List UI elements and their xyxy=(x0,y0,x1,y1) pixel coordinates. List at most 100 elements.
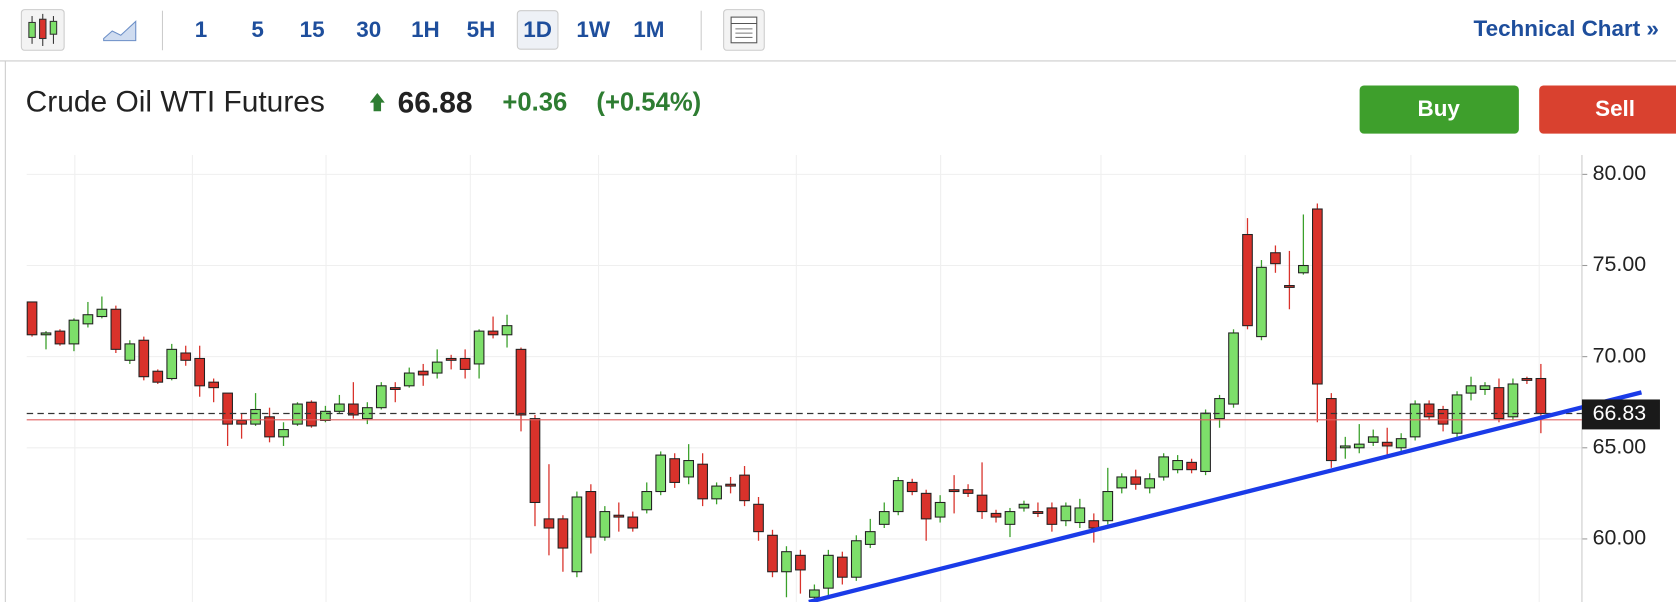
sell-label[interactable]: Sell xyxy=(1595,96,1635,121)
candle-body xyxy=(850,540,862,578)
candle-body xyxy=(1256,266,1267,338)
y-tick-label: 60.00 xyxy=(1593,526,1647,550)
candle-body xyxy=(725,483,736,487)
candle-body xyxy=(1032,511,1044,514)
candle-body xyxy=(1214,398,1225,420)
candle-body xyxy=(781,551,792,573)
candle-body xyxy=(278,429,289,438)
interval-selected[interactable] xyxy=(516,10,559,50)
candle-body xyxy=(864,531,876,545)
interval-group: 1 5 15 30 1H 5H 1D 1W 1M xyxy=(195,10,664,50)
candle-body xyxy=(1437,408,1449,425)
candle-body xyxy=(1046,507,1058,525)
candle-body xyxy=(1242,233,1253,327)
interval-button[interactable]: 1W xyxy=(576,17,610,42)
candle-icon[interactable] xyxy=(20,9,65,51)
candle-body xyxy=(948,489,960,493)
candle-body xyxy=(767,534,778,573)
candle-body xyxy=(1200,412,1211,473)
candle-body xyxy=(82,314,94,325)
candle-body xyxy=(1298,264,1309,274)
candle-body xyxy=(934,501,946,518)
buy-button[interactable] xyxy=(1359,85,1519,134)
candle-body xyxy=(445,357,457,361)
candle-body xyxy=(1339,445,1351,449)
trendline xyxy=(808,390,1642,602)
buy-label[interactable]: Buy xyxy=(1418,96,1461,121)
interval-button[interactable]: 15 xyxy=(300,17,325,42)
interval-button[interactable]: 5H xyxy=(467,17,496,42)
price: 66.88 xyxy=(398,87,473,120)
candle-body xyxy=(124,343,136,361)
interval-button[interactable]: 5 xyxy=(251,17,263,42)
technical-chart-link[interactable]: Technical Chart » xyxy=(1474,16,1659,41)
candle-body xyxy=(543,518,555,529)
interval-button[interactable]: 1H xyxy=(411,17,440,42)
candle-body xyxy=(1493,387,1505,420)
candle-body xyxy=(990,512,1002,518)
candle-body xyxy=(795,554,806,571)
candle-body xyxy=(906,481,918,493)
candle-body xyxy=(417,370,429,376)
candle-body xyxy=(208,381,219,389)
candle-body xyxy=(1312,208,1323,385)
candle-body xyxy=(557,518,569,549)
candle-body xyxy=(264,416,275,438)
candle-body xyxy=(236,419,247,425)
candle-body xyxy=(571,496,583,573)
candle-body xyxy=(1116,476,1128,489)
candle-body xyxy=(669,458,681,483)
candle-body xyxy=(529,418,541,504)
candle-body xyxy=(54,330,66,345)
candle-body xyxy=(1381,441,1393,447)
interval-button[interactable]: 1D xyxy=(523,17,552,42)
candle-body xyxy=(613,514,625,518)
candle-body xyxy=(1325,398,1337,462)
candle-body xyxy=(1172,460,1183,471)
candle-body xyxy=(194,357,206,387)
candle-body xyxy=(1004,511,1016,525)
candle-body xyxy=(501,325,513,336)
instrument-title: Crude Oil WTI Futures xyxy=(26,86,325,119)
candle-body xyxy=(1074,507,1086,524)
last-price-box xyxy=(1581,399,1660,430)
interval-button[interactable]: 1 xyxy=(195,17,207,42)
candle-body xyxy=(1507,383,1519,418)
candle-body xyxy=(1144,478,1156,489)
candle-body xyxy=(40,332,52,336)
y-tick-label: 80.00 xyxy=(1593,161,1647,185)
candle-body xyxy=(431,361,443,374)
candle-body xyxy=(487,330,499,336)
candle-body xyxy=(1521,377,1533,381)
candle-body xyxy=(1395,438,1407,449)
candle-body xyxy=(1423,403,1435,418)
candle-body xyxy=(138,339,150,378)
candle-body xyxy=(68,319,80,345)
candle-body xyxy=(1228,332,1239,405)
candle-body xyxy=(753,503,764,533)
candle-body xyxy=(320,410,331,421)
candle-body xyxy=(1088,520,1100,529)
interval-button[interactable]: 30 xyxy=(356,17,381,42)
candle-body xyxy=(627,516,639,529)
sell-button[interactable] xyxy=(1539,85,1676,134)
candle-body xyxy=(599,511,611,538)
interval-button[interactable]: 1M xyxy=(633,17,664,42)
candle-body xyxy=(683,460,695,478)
line-icon[interactable] xyxy=(103,20,137,42)
candle-body xyxy=(1535,377,1547,415)
candle-body xyxy=(697,463,708,500)
y-tick-label: 65.00 xyxy=(1593,434,1647,458)
candle-body xyxy=(459,357,471,370)
candle-body xyxy=(878,511,890,525)
candle-body xyxy=(166,348,178,380)
candle-body xyxy=(892,480,904,513)
candle-body xyxy=(1102,491,1114,522)
candle-body xyxy=(1409,403,1421,438)
layout-icon[interactable] xyxy=(723,9,765,51)
candle-body xyxy=(180,352,192,361)
candle-body xyxy=(473,330,485,365)
candle-body xyxy=(515,348,527,416)
